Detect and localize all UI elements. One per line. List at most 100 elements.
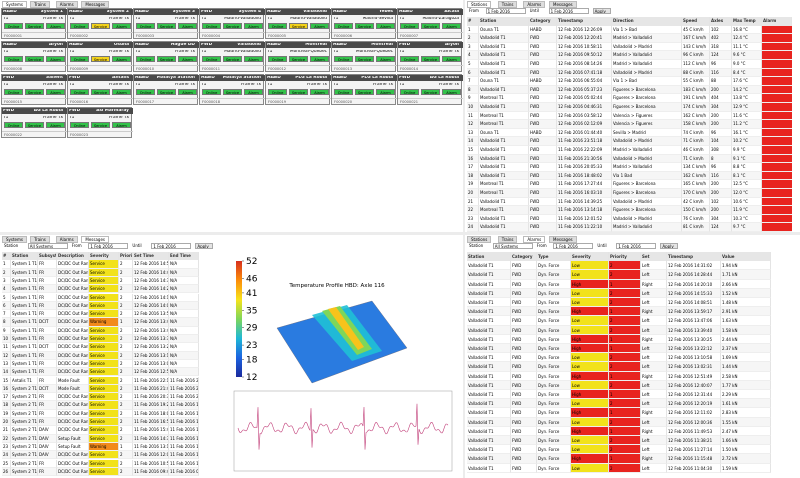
tab[interactable]: Alarms (55, 1, 78, 8)
status-button[interactable]: Service (157, 56, 176, 62)
tab[interactable]: Alarms (523, 236, 546, 243)
status-button[interactable]: Service (91, 89, 110, 95)
status-button[interactable]: Service (223, 56, 242, 62)
status-button[interactable]: Alarm (442, 56, 461, 62)
status-button[interactable]: Online (4, 56, 23, 62)
status-button[interactable]: Online (70, 122, 89, 128)
tab[interactable]: Messages (81, 1, 110, 8)
status-button[interactable]: Service (25, 56, 44, 62)
tab[interactable]: Messages (549, 236, 577, 243)
filter-button[interactable]: Apply (660, 243, 679, 249)
status-button[interactable]: Online (4, 23, 23, 29)
status-button[interactable]: Online (202, 56, 221, 62)
status-button[interactable]: Alarm (244, 56, 263, 62)
status-button[interactable]: Service (421, 56, 440, 62)
system-tile[interactable]: HABD Osuna T1 Frame Tx Online Service Alarm F00… (67, 41, 133, 72)
status-button[interactable]: Online (4, 89, 23, 95)
status-button[interactable]: Alarm (376, 89, 395, 95)
status-button[interactable]: Alarm (310, 23, 329, 29)
system-tile[interactable]: HABD PLG La Robla T1 Frame Tx Online Service A… (265, 74, 331, 105)
status-button[interactable]: Online (70, 23, 89, 29)
status-button[interactable]: Alarm (178, 56, 197, 62)
system-tile[interactable]: HABD Afyon T1 Frame Tx Online Service Alarm F00… (1, 41, 67, 72)
system-tile[interactable]: HABD Alcala T1 Madrid-Zaragoza Online Service… (397, 8, 463, 39)
status-button[interactable]: Online (70, 89, 89, 95)
status-button[interactable]: Online (202, 23, 221, 29)
status-button[interactable]: Service (25, 89, 44, 95)
filter-button[interactable]: Apply (592, 8, 611, 14)
tab[interactable]: Systems (2, 1, 27, 8)
status-button[interactable]: Alarm (376, 23, 395, 29)
status-button[interactable]: Service (91, 23, 110, 29)
filter-input[interactable]: All Systems (492, 243, 533, 249)
tab[interactable]: Trains (497, 236, 518, 243)
status-button[interactable]: Service (355, 56, 374, 62)
filter-input[interactable]: 1 Feb 2016 (88, 243, 129, 249)
system-tile[interactable]: HABD PLG La Robla T1 Frame Tx Online Service A… (331, 74, 397, 105)
tab[interactable]: Messages (81, 236, 110, 243)
tab[interactable]: Stations (467, 236, 492, 243)
system-tile[interactable]: HABD Malatya Station T1 Frame Tx Online Servi… (133, 74, 199, 105)
system-tile[interactable]: FWD AG Marmaray T1 Frame Tx Online Service Ala… (67, 107, 133, 138)
system-tile[interactable]: FWD Salient T1 Frame Tx Online Service Alarm F0… (1, 74, 67, 105)
status-button[interactable]: Online (268, 89, 287, 95)
system-tile[interactable]: HABD Hague DD T1 Frame Tx Online Service Alarm… (133, 41, 199, 72)
tab[interactable]: Trains (30, 236, 50, 243)
status-button[interactable]: Alarm (244, 23, 263, 29)
filter-input[interactable]: 1 Feb 2016 (485, 8, 526, 14)
system-tile[interactable]: HABD Montreal T1 Montreal-Quebec Online Servi… (331, 41, 397, 72)
system-tile[interactable]: FWD AG La Robla T1 Frame Tx Online Service Ala… (1, 107, 67, 138)
status-button[interactable]: Online (4, 122, 23, 128)
system-tile[interactable]: HABD Montreal T1 Montreal-Quebec Online Servi… (265, 41, 331, 72)
status-button[interactable]: Service (25, 23, 44, 29)
status-button[interactable]: Alarm (46, 89, 65, 95)
status-button[interactable]: Service (355, 23, 374, 29)
system-tile[interactable]: FWD Valladolid T1 Madrid-Valladolid Online Se… (199, 41, 265, 72)
status-button[interactable]: Alarm (244, 89, 263, 95)
status-button[interactable]: Service (421, 23, 440, 29)
status-button[interactable]: Online (334, 56, 353, 62)
status-button[interactable]: Online (334, 23, 353, 29)
status-button[interactable]: Online (70, 56, 89, 62)
status-button[interactable]: Online (268, 23, 287, 29)
filter-input[interactable]: 1 Feb 2016 (616, 243, 657, 249)
system-tile[interactable]: HABD System 2 T1 Frame Tx Online Service Alarm… (67, 8, 133, 39)
system-tile[interactable]: HABD Malatya Station T1 Frame Tx Online Servi… (199, 74, 265, 105)
system-tile[interactable]: HABD Valladolid T1 Madrid-Valladolid Online S… (265, 8, 331, 39)
filter-button[interactable]: Apply (195, 243, 214, 249)
status-button[interactable]: Online (400, 23, 419, 29)
tab[interactable]: Messages (549, 1, 577, 8)
status-button[interactable]: Alarm (178, 23, 197, 29)
status-button[interactable]: Online (136, 56, 155, 62)
tab[interactable]: Stations (467, 1, 492, 8)
status-button[interactable]: Online (136, 23, 155, 29)
filter-input[interactable]: 1 Feb 2016 (548, 8, 589, 14)
status-button[interactable]: Alarm (112, 56, 131, 62)
status-button[interactable]: Service (421, 89, 440, 95)
system-tile[interactable]: FWD Antalis T1 Frame Tx Online Service Alarm F0… (67, 74, 133, 105)
system-tile[interactable]: HABD System 1 T1 Frame Tx Online Service Alarm… (1, 8, 67, 39)
tab[interactable]: Systems (2, 236, 27, 243)
system-tile[interactable]: FWD AG La Robla T1 Frame Tx Online Service Ala… (397, 74, 463, 105)
status-button[interactable]: Alarm (178, 89, 197, 95)
filter-input[interactable]: All Systems (27, 243, 68, 249)
status-button[interactable]: Online (268, 56, 287, 62)
status-button[interactable]: Service (25, 122, 44, 128)
status-button[interactable]: Service (157, 23, 176, 29)
status-button[interactable]: Online (334, 89, 353, 95)
system-tile[interactable]: HABD System 3 T1 Frame Tx Online Service Alarm… (133, 8, 199, 39)
status-button[interactable]: Alarm (376, 56, 395, 62)
status-button[interactable]: Service (223, 23, 242, 29)
status-button[interactable]: Alarm (112, 122, 131, 128)
status-button[interactable]: Alarm (46, 23, 65, 29)
system-tile[interactable]: FWD Afyon T1 Frame Tx Online Service Alarm F000… (397, 41, 463, 72)
status-button[interactable]: Alarm (442, 23, 461, 29)
status-button[interactable]: Service (91, 56, 110, 62)
tab[interactable]: Alarms (523, 1, 546, 8)
status-button[interactable]: Alarm (112, 23, 131, 29)
status-button[interactable]: Service (355, 89, 374, 95)
tab[interactable]: Trains (30, 1, 50, 8)
filter-input[interactable]: 1 Feb 2016 (553, 243, 594, 249)
status-button[interactable]: Service (157, 89, 176, 95)
status-button[interactable]: Service (289, 56, 308, 62)
